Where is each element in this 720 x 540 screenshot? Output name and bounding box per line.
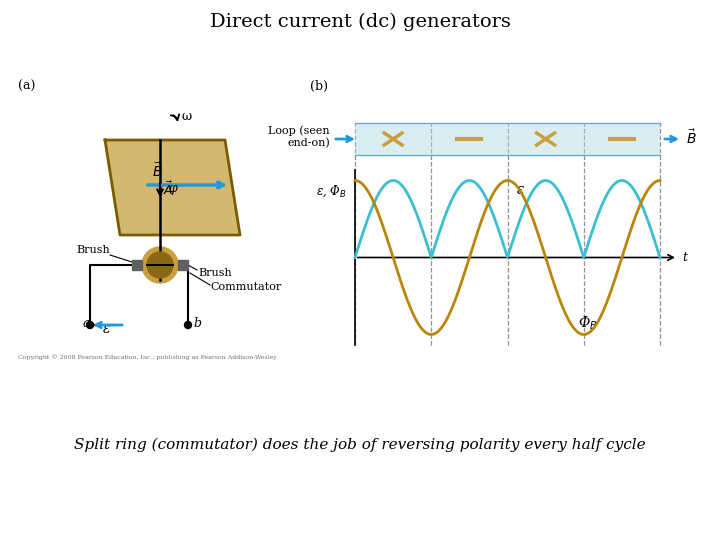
Circle shape (86, 321, 94, 328)
Text: (b): (b) (310, 80, 328, 93)
Text: $\vec{B}$: $\vec{B}$ (686, 129, 697, 147)
Text: $\vec{A}$: $\vec{A}$ (163, 181, 174, 198)
Text: Brush: Brush (76, 245, 110, 255)
Text: $\vec{B}$: $\vec{B}$ (152, 161, 163, 180)
Text: ε, Φ$_B$: ε, Φ$_B$ (316, 183, 347, 199)
Text: (a): (a) (18, 80, 35, 93)
Circle shape (142, 247, 178, 283)
Bar (178, 260, 188, 270)
Text: ε: ε (517, 184, 524, 198)
Circle shape (184, 321, 192, 328)
Text: ω: ω (182, 110, 192, 123)
Text: Φ$_B$: Φ$_B$ (577, 314, 598, 332)
Circle shape (147, 252, 173, 278)
Text: b: b (193, 317, 201, 330)
Bar (132, 260, 142, 270)
Text: Split ring (commutator) does the job of reversing polarity every half cycle: Split ring (commutator) does the job of … (74, 438, 646, 452)
Polygon shape (105, 140, 240, 235)
Text: Commutator: Commutator (210, 282, 282, 292)
Bar (355, 123, 660, 155)
Text: φ: φ (168, 182, 176, 195)
Text: Direct current (dc) generators: Direct current (dc) generators (210, 13, 510, 31)
Text: Copyright © 2008 Pearson Education, Inc., publishing as Pearson Addison-Wesley: Copyright © 2008 Pearson Education, Inc.… (18, 354, 276, 360)
Text: t: t (682, 251, 687, 264)
Text: Brush: Brush (198, 268, 232, 278)
Text: a: a (83, 317, 91, 330)
Text: ε: ε (103, 322, 110, 336)
Text: Loop (seen
end-on): Loop (seen end-on) (269, 125, 330, 148)
